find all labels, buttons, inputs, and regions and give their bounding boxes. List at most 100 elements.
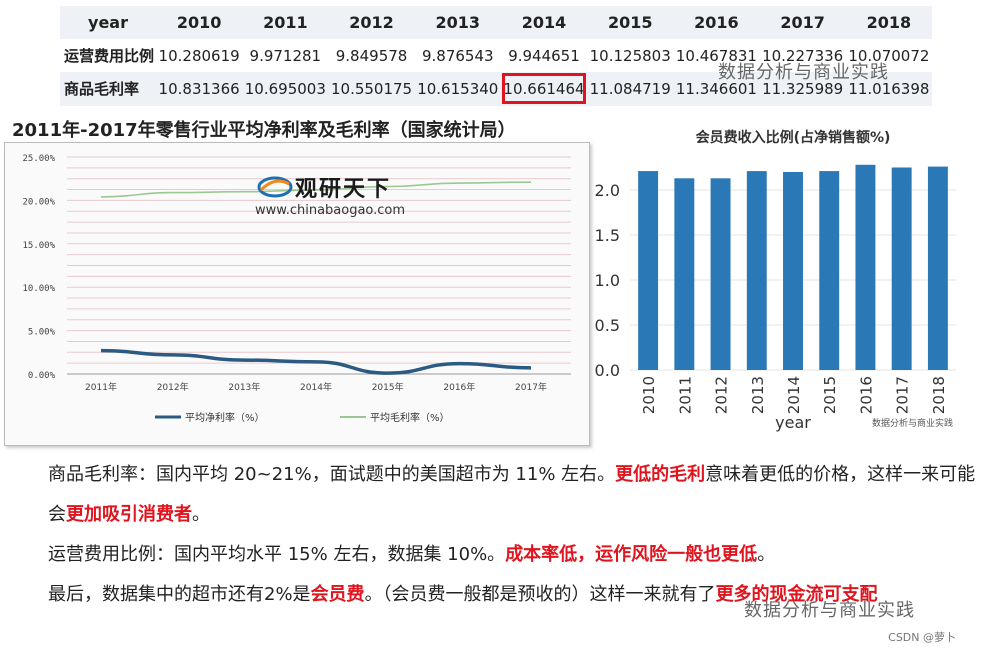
analysis-text: 商品毛利率：国内平均 20~21%，面试题中的美国超市为 11% 左右。更低的毛… [48, 455, 993, 615]
table-header-row: year 2010 2011 2012 2013 2014 2015 2016 2017 2018 [60, 6, 932, 39]
table-cell: 10.467831 [673, 39, 760, 72]
x-tick-label: 2010 [640, 376, 658, 414]
table-cell: 11.346601 [673, 72, 760, 105]
brand-swirl-icon [257, 176, 293, 198]
x-tick-label: 2015 [821, 376, 839, 414]
table-cell: 10.661464 [500, 72, 588, 105]
x-axis-label: year [775, 413, 811, 432]
bar [710, 178, 731, 370]
x-tick-label: 2018 [930, 376, 948, 414]
brand-name: 观研天下 [295, 177, 392, 202]
table-cell: 9.944651 [500, 39, 588, 72]
bar [674, 178, 695, 370]
y-tick-label: 1.0 [595, 271, 620, 290]
x-tick-label: 2017 [894, 376, 912, 414]
table-cell: 9.876543 [414, 39, 501, 72]
table-cell: 10.227336 [759, 39, 846, 72]
table-row-label: 商品毛利率 [60, 72, 156, 105]
table-row: 运营费用比例 10.280619 9.971281 9.849578 9.876543 9… [60, 39, 932, 72]
body-text: 。 [192, 504, 210, 525]
table-cell: 10.070072 [845, 39, 932, 72]
line-chart-title: 2011年-2017年零售行业平均净利率及毛利率（国家统计局） [12, 120, 516, 141]
line-chart: 0.00% 5.00% 10.00% 15.00% 20.00% 25.00% 2011年 2… [22, 154, 571, 424]
bar-chart-title: 会员费收入比例(占净销售额%) [696, 129, 891, 146]
table-header-cell: 2016 [694, 13, 739, 32]
x-tick-label: 2013 [749, 376, 767, 414]
highlight-text: 更加吸引消费者 [66, 504, 192, 525]
table-header-cell: 2010 [176, 13, 222, 32]
y-tick-label: 1.5 [595, 226, 620, 245]
table-header-cell: 2014 [521, 13, 567, 32]
table-cell: 9.971281 [242, 39, 329, 72]
x-tick-label: 2012 [713, 376, 731, 414]
body-text: 最后，数据集中的超市还有2%是 [48, 584, 311, 605]
watermark-text-bottom: 数据分析与商业实践 [744, 600, 915, 621]
series-line [100, 348, 532, 375]
paragraph: 商品毛利率：国内平均 20~21%，面试题中的美国超市为 11% 左右。更低的毛… [48, 455, 993, 535]
y-tick-label: 15.00% [22, 241, 55, 251]
table-header-cell: 2018 [866, 13, 912, 32]
y-tick-label: 10.00% [22, 284, 55, 294]
paragraph: 最后，数据集中的超市还有2%是会员费。（会员费一般都是预收的）这样一来就有了更多… [48, 575, 993, 615]
highlight-text: 会员费 [310, 584, 365, 605]
body-text: 意味着更低的价格，这样一来可能会 [48, 464, 976, 525]
y-tick-label: 20.00% [22, 197, 55, 207]
x-tick-label: 2015年 [372, 381, 404, 393]
bar-chart: 会员费收入比例(占净销售额%) 0.0 0.5 1.0 1.5 2.0 2010 2011 20… [595, 129, 956, 432]
table-cell: 11.016398 [845, 72, 932, 105]
x-tick-label: 2011 [676, 376, 694, 414]
table-cell: 10.615340 [414, 72, 501, 105]
x-tick-label: 2013年 [228, 381, 260, 393]
x-tick-label: 2017年 [515, 381, 547, 393]
y-tick-label: 0.0 [595, 361, 620, 380]
body-text: 。（会员费一般都是预收的）这样一来就有了 [364, 584, 716, 605]
x-tick-label: 2011年 [85, 381, 117, 393]
highlight-text: 更多的现金流可支配 [715, 584, 878, 605]
y-tick-label: 0.5 [595, 316, 620, 335]
table-header-cell: 2012 [349, 13, 394, 32]
line-chart-frame: 0.00% 5.00% 10.00% 15.00% 20.00% 25.00% 2011年 2… [4, 142, 590, 446]
watermark-small: 数据分析与商业实践 [872, 419, 954, 429]
body-text: 运营费用比例：国内平均水平 15% 左右，数据集 10%。 [48, 544, 506, 565]
series-line [100, 181, 532, 198]
y-tick-label: 0.00% [28, 371, 56, 381]
brand-logo: 观研天下 www.chinabaogao.com [255, 171, 405, 218]
highlight-text: 成本率低，运作风险一般也更低 [505, 544, 758, 565]
legend-label: 平均净利率（%） [185, 411, 265, 424]
table-cell: 10.125803 [587, 39, 674, 72]
table-header-cell: 2017 [780, 13, 825, 32]
table-cell: 10.280619 [156, 39, 243, 72]
watermark-text: 数据分析与商业实践 [718, 62, 889, 83]
table-cell: 10.550175 [328, 72, 415, 105]
bar [819, 171, 840, 370]
y-tick-label: 25.00% [22, 154, 55, 164]
x-tick-label: 2012年 [157, 381, 189, 393]
bar [783, 172, 803, 370]
bar [891, 167, 912, 370]
body-text: 。 [757, 544, 776, 565]
table-header-cell: 2011 [263, 13, 308, 32]
table-cell: 11.325989 [759, 72, 846, 105]
x-tick-label: 2016 [857, 376, 875, 414]
brand-url: www.chinabaogao.com [255, 203, 406, 218]
highlight-text: 更低的毛利 [615, 464, 706, 485]
bar [927, 166, 948, 370]
bar [746, 171, 767, 370]
csdn-credit: CSDN @萝卜 [888, 631, 956, 644]
table-cell: 11.084719 [587, 72, 674, 105]
table-cell: 10.695003 [242, 72, 329, 105]
bar [855, 164, 876, 370]
x-tick-label: 2016年 [443, 381, 475, 393]
legend-label: 平均毛利率（%） [370, 411, 450, 424]
paragraph: 运营费用比例：国内平均水平 15% 左右，数据集 10%。成本率低，运作风险一般… [48, 535, 993, 575]
x-tick-label: 2014年 [300, 381, 332, 393]
table-header-cell: year [88, 13, 128, 32]
x-tick-label: 2014 [785, 376, 803, 414]
data-table: year 2010 2011 2012 2013 2014 2015 2016 2017 2018… [60, 6, 932, 106]
table-row-label: 运营费用比例 [60, 39, 156, 72]
y-tick-label: 5.00% [28, 328, 56, 338]
y-tick-label: 2.0 [595, 181, 620, 200]
table-cell: 9.849578 [328, 39, 415, 72]
table-row: 商品毛利率 10.831366 10.695003 10.550175 10.61534… [60, 72, 932, 105]
body-text: 商品毛利率：国内平均 20~21%，面试题中的美国超市为 11% 左右。 [48, 464, 616, 485]
